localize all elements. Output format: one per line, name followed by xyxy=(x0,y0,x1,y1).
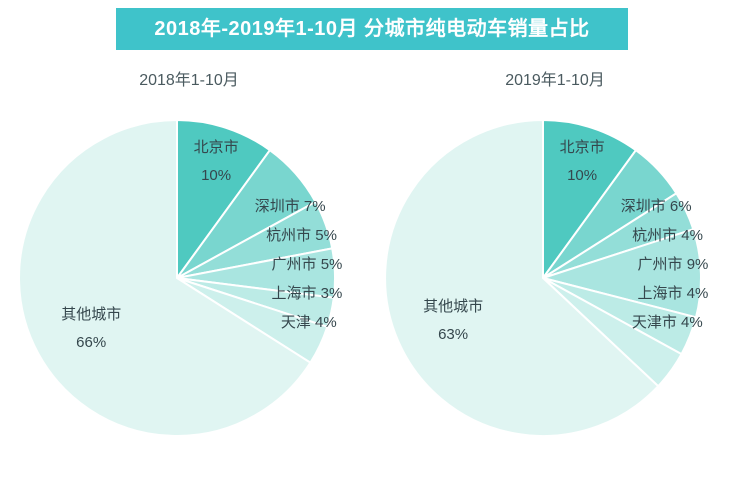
pie-label-1-6-name: 其他城市 xyxy=(423,298,483,315)
page: 2018年-2019年1-10月 分城市纯电动车销量占比 2018年1-10月 … xyxy=(0,8,744,456)
chart-subtitle-2019: 2019年1-10月 xyxy=(505,72,605,89)
chart-subtitle-2018: 2018年1-10月 xyxy=(139,72,239,89)
pie-slice-1-0 xyxy=(541,118,637,282)
chart-title-banner: 2018年-2019年1-10月 分城市纯电动车销量占比 xyxy=(116,8,628,50)
pie-label-1-1: 深圳市 6% xyxy=(620,198,691,215)
pie-slice-0-0 xyxy=(175,118,271,282)
pie-label-0-3: 广州市 5% xyxy=(271,256,342,273)
pie-label-0-1: 深圳市 7% xyxy=(254,198,325,215)
pie-chart-2018: 2018年1-10月 北京市 10% 深圳市 7% 杭州市 5% 广州市 5% 上海市 3… xyxy=(6,50,372,456)
pie-label-1-5: 天津市 4% xyxy=(631,314,702,331)
pie-label-0-5: 天津 4% xyxy=(280,314,336,331)
pie-label-1-2: 杭州市 4% xyxy=(632,227,703,244)
pie-label-0-6-name: 其他城市 xyxy=(61,306,121,323)
pie-2019-svg: 北京市 10% 深圳市 6% 杭州市 4% 广州市 9% 上海市 4% 天津市 4% 其他城市… xyxy=(383,118,708,437)
pie-slice-0-6 xyxy=(17,118,312,437)
pie-label-0-2: 杭州市 5% xyxy=(266,227,337,244)
pie-2018-svg: 北京市 10% 深圳市 7% 杭州市 5% 广州市 5% 上海市 3% 天津 4% 其他城市 6… xyxy=(17,118,342,437)
pie-label-1-3: 广州市 9% xyxy=(637,256,708,273)
pie-label-1-0-name: 北京市 xyxy=(559,139,604,156)
pie-label-0-0-value: 10% xyxy=(201,167,231,184)
pie-label-0-0-name: 北京市 xyxy=(193,139,238,156)
pie-label-1-0-value: 10% xyxy=(567,167,597,184)
pie-slice-1-3 xyxy=(538,227,702,319)
pie-label-1-6-value: 63% xyxy=(438,326,468,343)
charts-row: 2018年1-10月 北京市 10% 深圳市 7% 杭州市 5% 广州市 5% 上海市 3… xyxy=(0,50,744,456)
page-title: 2018年-2019年1-10月 分城市纯电动车销量占比 xyxy=(154,18,590,40)
title-banner-row: 2018年-2019年1-10月 分城市纯电动车销量占比 xyxy=(0,8,744,50)
pie-label-0-6-value: 66% xyxy=(76,334,106,351)
pie-slice-1-6 xyxy=(383,118,660,437)
pie-label-0-4: 上海市 3% xyxy=(271,285,342,302)
pie-chart-2019: 2019年1-10月 北京市 10% 深圳市 6% 杭州市 4% 广州市 9% 上海市 4… xyxy=(372,50,738,456)
pie-label-1-4: 上海市 4% xyxy=(637,285,708,302)
